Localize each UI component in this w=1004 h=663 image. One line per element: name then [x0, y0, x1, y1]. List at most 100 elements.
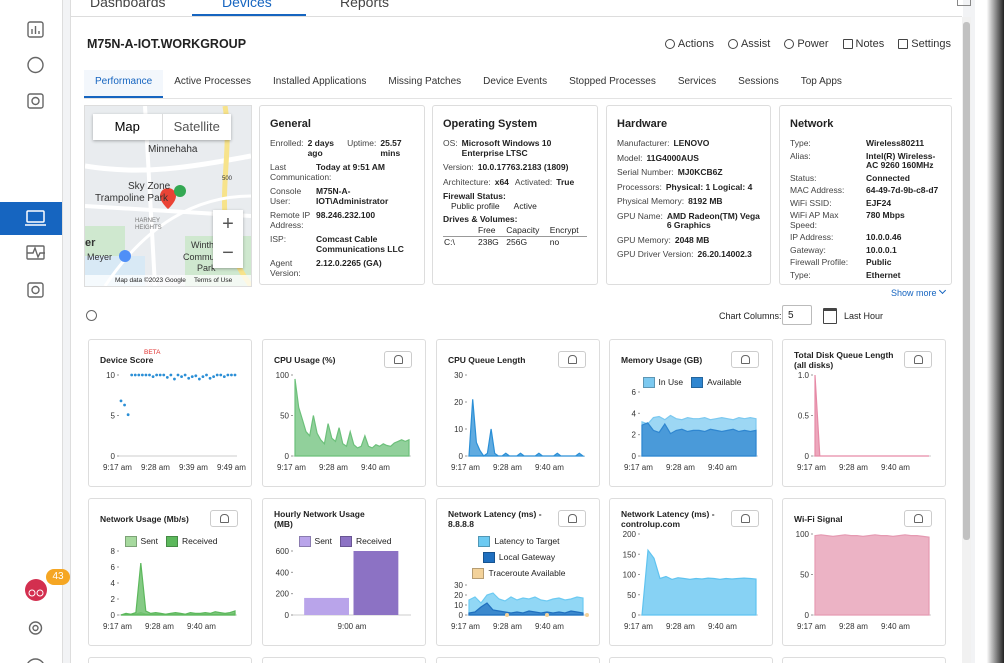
legend-item: Local Gateway: [437, 549, 599, 565]
alert-button[interactable]: [384, 351, 412, 368]
field-value: Ethernet: [866, 269, 901, 280]
chart-card-partial: [88, 657, 252, 663]
field-row: OS: Microsoft Windows 10 Enterprise LTSC: [443, 138, 587, 158]
point: [148, 373, 151, 377]
field: GPU Driver Version: 26.20.14002.3: [617, 249, 760, 260]
field-row: Console User: M75N-A-IOT\Administrator: [270, 186, 414, 206]
attribution: Map data ©2023 Google: [115, 277, 186, 284]
action[interactable]: Actions: [664, 38, 714, 50]
map-card: Minnehaha Sky Zone Trampoline Park HARNEY HE…: [84, 105, 252, 287]
field-row: Status: Connected: [790, 172, 941, 184]
tab[interactable]: Services: [677, 76, 717, 87]
tab[interactable]: Performance: [84, 70, 164, 98]
card-title: General: [270, 118, 311, 130]
top-nav-tab[interactable]: Reports: [340, 0, 390, 10]
legend-item: Received: [166, 533, 217, 549]
drive-cell: no: [549, 237, 560, 247]
y-tick-label: 0: [285, 611, 290, 620]
tab[interactable]: Stopped Processes: [569, 76, 656, 87]
alert-button[interactable]: [904, 510, 932, 527]
icon-history[interactable]: [27, 93, 44, 109]
y-tick-label: 0: [111, 611, 116, 620]
legend-item: Received: [340, 533, 391, 549]
window-button[interactable]: [957, 0, 971, 6]
field-value: 98.246.232.100: [316, 210, 376, 220]
chart-card: Hourly Network Usage (MB) Sent Received 0 20…: [262, 498, 426, 646]
icon-bottom[interactable]: [27, 658, 45, 663]
tab[interactable]: Installed Applications: [272, 76, 367, 87]
point: [119, 399, 123, 403]
field-row: GPU Driver Version: 26.20.14002.3: [617, 249, 760, 260]
y-tick-label: 0: [111, 452, 116, 461]
chart-columns-select[interactable]: 5: [782, 305, 812, 325]
zoom-button[interactable]: +: [222, 213, 234, 235]
icon-bars: [31, 26, 40, 34]
alert-button[interactable]: [731, 351, 759, 368]
point: [226, 373, 230, 377]
tab[interactable]: Top Apps: [800, 76, 842, 87]
field: ISP: Comcast Cable Communications LLC: [270, 234, 414, 254]
scroll-thumb[interactable]: [963, 22, 970, 540]
top-nav-tab[interactable]: Dashboards: [90, 0, 166, 10]
bell-icon: [740, 355, 750, 364]
field-value: x64: [494, 176, 509, 187]
legend-label: Available: [707, 377, 742, 387]
legend-swatch: [124, 535, 137, 547]
map-button[interactable]: Satellite: [173, 119, 220, 134]
area: [468, 602, 584, 616]
legend-label: Sent: [314, 536, 333, 546]
icon-history-2[interactable]: [27, 282, 44, 298]
chart-card-partial: [262, 657, 426, 663]
terms[interactable]: Terms of Use: [193, 277, 233, 284]
top-nav-tab[interactable]: Devices: [222, 0, 272, 10]
alert-button[interactable]: [731, 510, 759, 527]
icon-settings[interactable]: [28, 621, 43, 635]
tab[interactable]: Sessions: [738, 76, 779, 87]
alert-button[interactable]: [558, 510, 586, 527]
alert-button[interactable]: [210, 510, 238, 527]
field-label: Manufacturer:: [617, 138, 670, 148]
map-label: HARNEY: [135, 218, 160, 224]
map-button[interactable]: Map: [93, 114, 163, 140]
bar: [353, 551, 399, 615]
action-icon: [898, 39, 909, 49]
tab[interactable]: Device Events: [483, 76, 548, 87]
action[interactable]: Notes: [842, 38, 884, 50]
action-label: Settings: [911, 38, 951, 50]
alert-button[interactable]: [558, 351, 586, 368]
field-label: Status:: [790, 172, 817, 183]
action[interactable]: Assist: [727, 38, 770, 50]
select-value: 5: [788, 310, 794, 321]
x-tick-label: 9:28 am: [141, 463, 170, 472]
alert-button[interactable]: [904, 351, 932, 368]
field-value: 8192 MB: [688, 196, 723, 206]
icon-pulse[interactable]: [27, 245, 45, 259]
tab[interactable]: Missing Patches: [388, 76, 462, 87]
time-range[interactable]: Last Hour: [844, 311, 884, 321]
icon-compass[interactable]: [27, 56, 44, 74]
badge-icon[interactable]: [25, 579, 47, 601]
point: [197, 377, 201, 381]
x-tick-label: 9:49 am: [217, 463, 246, 472]
field: Manufacturer: LENOVO: [617, 138, 760, 149]
zoom-button[interactable]: −: [222, 242, 234, 264]
map-label: er: [85, 237, 96, 249]
tab[interactable]: Active Processes: [174, 76, 251, 87]
field-row: Manufacturer: LENOVO: [617, 138, 760, 149]
y-tick-label: 4: [632, 409, 637, 418]
action[interactable]: Power: [784, 38, 829, 50]
legend: In Use Available: [610, 374, 772, 390]
drive-cell: 256G: [506, 237, 528, 247]
action[interactable]: Settings: [898, 38, 951, 50]
field-label: GPU Name:: [617, 210, 663, 221]
field-row: ISP: Comcast Cable Communications LLC: [270, 234, 414, 254]
chart-card: Network Usage (Mb/s) Sent Received 0 2 4 6 8 9:1…: [88, 498, 252, 646]
field: GPU Name: AMD Radeon(TM) Vega 6 Graphics: [617, 210, 760, 231]
legend-label: Sent: [140, 536, 159, 546]
chart-card-partial: [609, 657, 773, 663]
show-more[interactable]: Show more: [891, 288, 937, 298]
active-nav[interactable]: [0, 202, 62, 235]
field-row: Remote IP Address: 98.246.232.100: [270, 210, 414, 230]
chart-plot: 0 10 20 30 9:17 am 9:28 am 9:40 am: [451, 371, 585, 472]
icon-dashboard[interactable]: [27, 21, 44, 38]
